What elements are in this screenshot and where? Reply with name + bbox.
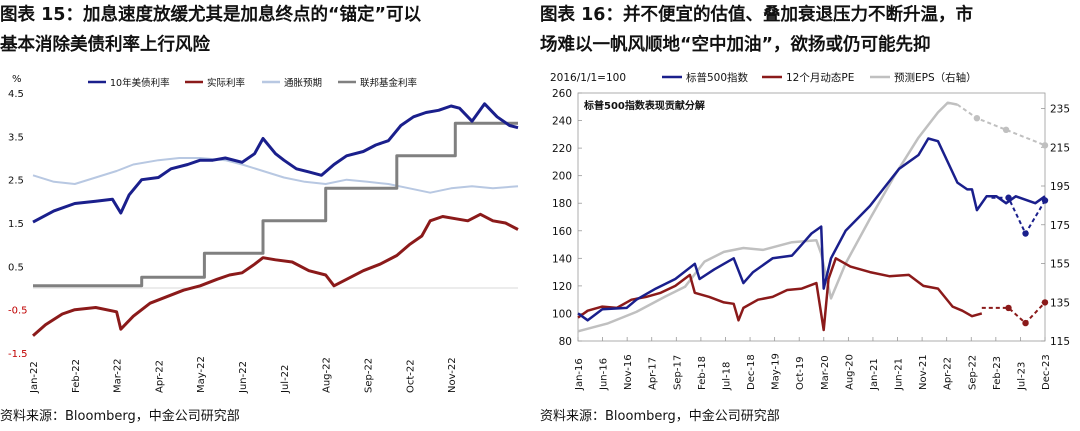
right-forecast-marker-5 [973,114,981,122]
right-forecast-marker-5 [1041,142,1049,149]
left-x-tick-label: Feb-22 [71,359,82,393]
left-legend-label-0: 10年美债利率 [110,77,170,89]
left-x-tick-label: Oct-22 [405,359,416,393]
right-y-tick-label: 180 [552,198,572,210]
left-series-line-2 [32,157,519,194]
left-y-tick-label: 2.5 [8,176,24,187]
right-x-tick-label: Dec-18 [746,354,757,390]
right-x-tick-label: Mar-20 [820,355,831,390]
right-forecast-marker-1 [1005,194,1012,201]
right-x-tick-label: Jan-16 [574,358,585,391]
right-series-line-3 [981,301,1046,325]
right-y2-tick-label: 115 [1050,336,1070,348]
left-x-tick-label: Jul-22 [280,365,291,394]
right-legend-label-0: 标普500指数 [686,71,749,84]
right-series-line-1 [991,196,1046,235]
right-y2-tick-label: 215 [1050,142,1070,154]
right-x-tick-label: Apr-22 [943,357,954,390]
right-chart-title-line1: 图表 16：并不便宜的估值、叠加衰退压力不断升温，市 [540,5,973,25]
left-y-tick-label: -0.5 [8,306,28,317]
left-x-tick-label: Jun-22 [238,361,249,394]
right-y-tick-label: 200 [552,171,572,183]
left-legend-label-3: 联邦基金利率 [360,77,418,89]
right-x-tick-label: Jun-16 [599,358,610,391]
right-x-tick-label: Sep-22 [967,355,978,390]
left-chart-panel: 图表 15：加息速度放缓尤其是加息终点的“锚定”可以 基本消除美债利率上行风险 … [0,0,530,431]
right-y2-tick-label: 235 [1050,104,1070,116]
right-series-line-0 [577,137,1046,322]
right-x-tick-label: Jun-21 [894,358,905,391]
right-x-tick-label: Oct-19 [795,356,806,390]
right-y2-tick-label: 195 [1050,181,1070,193]
right-forecast-marker-3 [1005,304,1012,312]
right-x-tick-label: Jan-21 [869,358,880,391]
left-series-line-3 [33,121,518,288]
right-x-tick-label: Sep-17 [672,355,683,390]
right-forecast-marker-3 [1041,299,1049,306]
right-y-tick-label: 240 [552,116,572,128]
left-x-tick-label: May-22 [196,356,207,393]
right-forecast-marker-5 [1002,126,1010,134]
right-x-tick-label: Aug-20 [844,354,855,390]
right-y-tick-label: 220 [552,143,572,155]
left-y-unit-label: % [12,74,22,85]
right-y-tick-label: 160 [552,226,572,238]
right-series-line-5 [956,103,1046,147]
left-legend-label-2: 通胀预期 [284,78,322,89]
right-legend-label-2: 预测EPS（右轴） [894,71,977,84]
left-y-tick-label: 0.5 [8,262,24,273]
right-y2-tick-label: 155 [1050,259,1070,271]
right-base-label: 2016/1/1=100 [550,72,626,84]
right-x-tick-label: Dec-23 [1041,354,1052,390]
right-y2-tick-label: 175 [1050,220,1070,232]
right-x-tick-label: Feb-23 [992,356,1003,390]
left-series-line-0 [32,102,519,224]
right-legend-label-1: 12个月动态PE [786,71,854,84]
left-chart-title-line1: 图表 15：加息速度放缓尤其是加息终点的“锚定”可以 [0,5,421,25]
left-x-tick-label: Sep-22 [363,358,374,393]
right-y-tick-label: 140 [552,253,572,265]
right-x-tick-label: Feb-18 [697,356,708,390]
right-y-tick-label: 120 [552,281,572,293]
right-y2-tick-label: 135 [1050,297,1070,309]
right-x-tick-label: Nov-21 [918,354,929,390]
left-x-tick-label: Jan-22 [29,361,40,394]
left-series-line-1 [32,212,519,337]
right-x-tick-label: Apr-17 [648,357,659,390]
right-inner-title: 标普500指数表现贡献分解 [583,99,705,112]
right-y-tick-label: 260 [552,88,572,100]
right-forecast-marker-1 [1041,197,1049,204]
right-chart-svg: 2016/1/1=100 标普500指数表现贡献分解 260 240 220 200 180… [550,71,1070,391]
right-plot-frame [577,92,1046,342]
left-x-tick-label: Apr-22 [154,360,165,393]
right-x-tick-label: Jul-23 [1016,362,1027,391]
right-forecast-marker-1 [1022,230,1029,237]
right-y-tick-label: 80 [559,336,572,348]
right-x-tick-label: May-19 [771,353,782,390]
left-y-tick-label: 1.5 [8,219,24,230]
left-chart-source: 资料来源：Bloomberg，中金公司研究部 [0,409,240,424]
right-y-tick-label: 100 [552,308,572,320]
right-x-tick-label: Jul-18 [721,362,732,391]
left-y-tick-label: 4.5 [8,89,24,100]
right-chart-source: 资料来源：Bloomberg，中金公司研究部 [540,409,780,424]
left-y-tick-label: -1.5 [8,349,28,360]
left-chart-title-line2: 基本消除美债利率上行风险 [0,35,210,55]
left-x-tick-label: Aug-22 [322,357,333,393]
right-chart-title-line2: 场难以一帆风顺地“空中加油”，欲扬或仍可能先抑 [540,35,931,55]
left-legend-label-1: 实际利率 [207,77,246,89]
right-series-line-2 [577,257,983,332]
right-chart-panel: 图表 16：并不便宜的估值、叠加衰退压力不断升温，市 场难以一帆风顺地“空中加油… [540,0,1080,431]
left-x-tick-label: Mar-22 [113,358,124,393]
left-x-tick-label: Nov-22 [447,357,458,393]
left-y-tick-label: 3.5 [8,132,24,143]
right-x-tick-label: Nov-16 [623,354,634,390]
right-forecast-marker-3 [1022,319,1029,327]
